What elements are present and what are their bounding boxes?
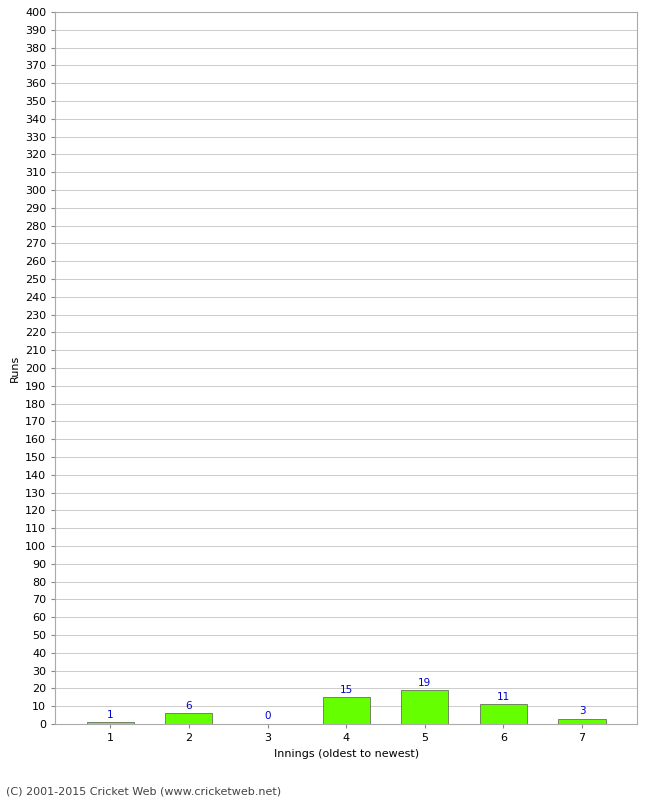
Text: 11: 11 <box>497 692 510 702</box>
Text: 19: 19 <box>418 678 432 687</box>
Bar <box>86 722 134 724</box>
Text: (C) 2001-2015 Cricket Web (www.cricketweb.net): (C) 2001-2015 Cricket Web (www.cricketwe… <box>6 786 281 796</box>
Bar <box>558 718 606 724</box>
Text: 15: 15 <box>339 685 353 694</box>
Text: 6: 6 <box>186 701 192 710</box>
Bar <box>165 714 213 724</box>
Y-axis label: Runs: Runs <box>9 354 20 382</box>
Text: 3: 3 <box>578 706 585 716</box>
Text: 1: 1 <box>107 710 114 719</box>
Bar <box>322 698 370 724</box>
X-axis label: Innings (oldest to newest): Innings (oldest to newest) <box>274 749 419 758</box>
Bar <box>401 690 448 724</box>
Text: 0: 0 <box>265 711 271 722</box>
Bar <box>480 705 527 724</box>
